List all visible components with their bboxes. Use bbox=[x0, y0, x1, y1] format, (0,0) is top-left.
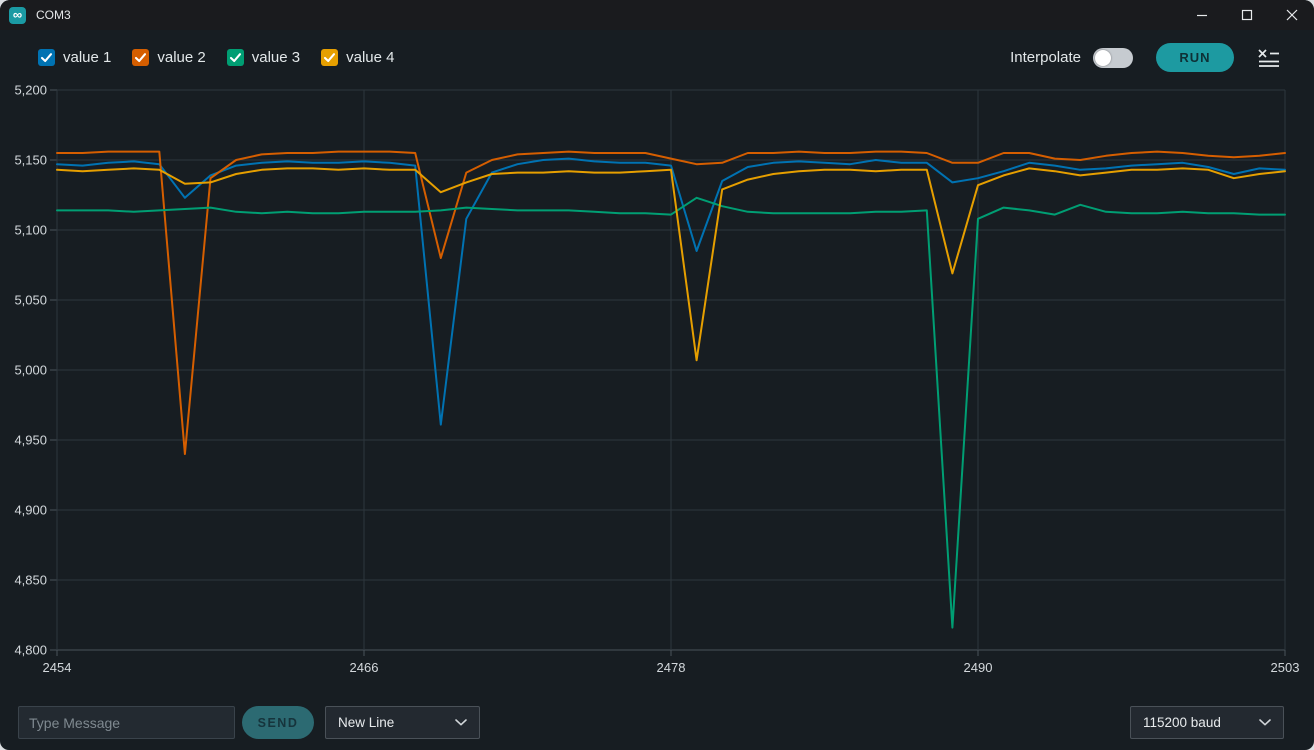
svg-text:2503: 2503 bbox=[1271, 660, 1300, 675]
svg-text:4,800: 4,800 bbox=[14, 643, 47, 658]
toolbar-right: Interpolate RUN bbox=[1010, 43, 1314, 72]
window-controls bbox=[1179, 0, 1314, 30]
baud-rate-value: 115200 baud bbox=[1143, 715, 1221, 730]
send-button[interactable]: SEND bbox=[242, 706, 314, 739]
clear-plot-icon bbox=[1258, 48, 1279, 67]
message-input[interactable] bbox=[18, 706, 235, 739]
svg-text:4,950: 4,950 bbox=[14, 433, 47, 448]
svg-text:5,100: 5,100 bbox=[14, 223, 47, 238]
line-ending-select[interactable]: New Line bbox=[325, 706, 480, 739]
svg-text:5,150: 5,150 bbox=[14, 153, 47, 168]
close-icon bbox=[1286, 9, 1297, 21]
arduino-app-icon: ∞ bbox=[9, 6, 26, 24]
legend-label: value 3 bbox=[251, 49, 301, 66]
maximize-icon bbox=[1241, 9, 1252, 21]
legend-checkbox-value-3[interactable] bbox=[226, 49, 244, 66]
minimize-icon bbox=[1196, 14, 1207, 17]
checkmark-icon bbox=[324, 53, 336, 63]
checkmark-icon bbox=[40, 53, 53, 63]
svg-text:2490: 2490 bbox=[964, 660, 993, 675]
chart: 5,200 5,150 5,100 5,050 5,000 4,950 4,900 4,850… bbox=[14, 83, 1300, 675]
line-ending-value: New Line bbox=[338, 715, 395, 730]
run-button[interactable]: RUN bbox=[1156, 43, 1234, 72]
legend-label: value 1 bbox=[63, 49, 112, 66]
svg-text:2454: 2454 bbox=[43, 660, 72, 675]
toggle-knob bbox=[1095, 49, 1111, 66]
legend-item: value 4 bbox=[321, 49, 395, 66]
interpolate-toggle[interactable] bbox=[1093, 47, 1133, 68]
footer-bar: SEND New Line 115200 baud bbox=[0, 695, 1314, 750]
legend-checkbox-value-1[interactable] bbox=[38, 49, 55, 66]
close-button[interactable] bbox=[1269, 0, 1314, 30]
svg-text:2466: 2466 bbox=[350, 660, 379, 675]
chevron-down-icon bbox=[455, 719, 467, 726]
svg-text:2478: 2478 bbox=[657, 660, 686, 675]
clear-plot-button[interactable] bbox=[1255, 46, 1283, 70]
svg-text:4,900: 4,900 bbox=[14, 503, 47, 518]
svg-text:5,000: 5,000 bbox=[14, 363, 47, 378]
titlebar: ∞ COM3 bbox=[0, 0, 1314, 30]
legend-item: value 3 bbox=[226, 49, 301, 66]
maximize-button[interactable] bbox=[1224, 0, 1269, 30]
svg-text:5,200: 5,200 bbox=[14, 83, 47, 98]
legend-item: value 2 bbox=[132, 49, 206, 66]
svg-text:5,050: 5,050 bbox=[14, 293, 47, 308]
legend-checkbox-value-2[interactable] bbox=[132, 49, 150, 66]
svg-text:4,850: 4,850 bbox=[14, 573, 47, 588]
checkmark-icon bbox=[229, 53, 241, 63]
toolbar: value 1 value 2 value 3 bbox=[0, 30, 1314, 85]
minimize-button[interactable] bbox=[1179, 0, 1224, 30]
window-title: COM3 bbox=[36, 8, 71, 22]
legend-checkbox-value-4[interactable] bbox=[321, 49, 339, 66]
legend-label: value 2 bbox=[157, 49, 206, 66]
legend-label: value 4 bbox=[346, 49, 395, 66]
legend-item: value 1 bbox=[38, 49, 111, 66]
interpolate-label: Interpolate bbox=[1010, 49, 1081, 66]
checkmark-icon bbox=[135, 53, 147, 63]
chevron-down-icon bbox=[1259, 719, 1271, 726]
baud-rate-select[interactable]: 115200 baud bbox=[1130, 706, 1284, 739]
